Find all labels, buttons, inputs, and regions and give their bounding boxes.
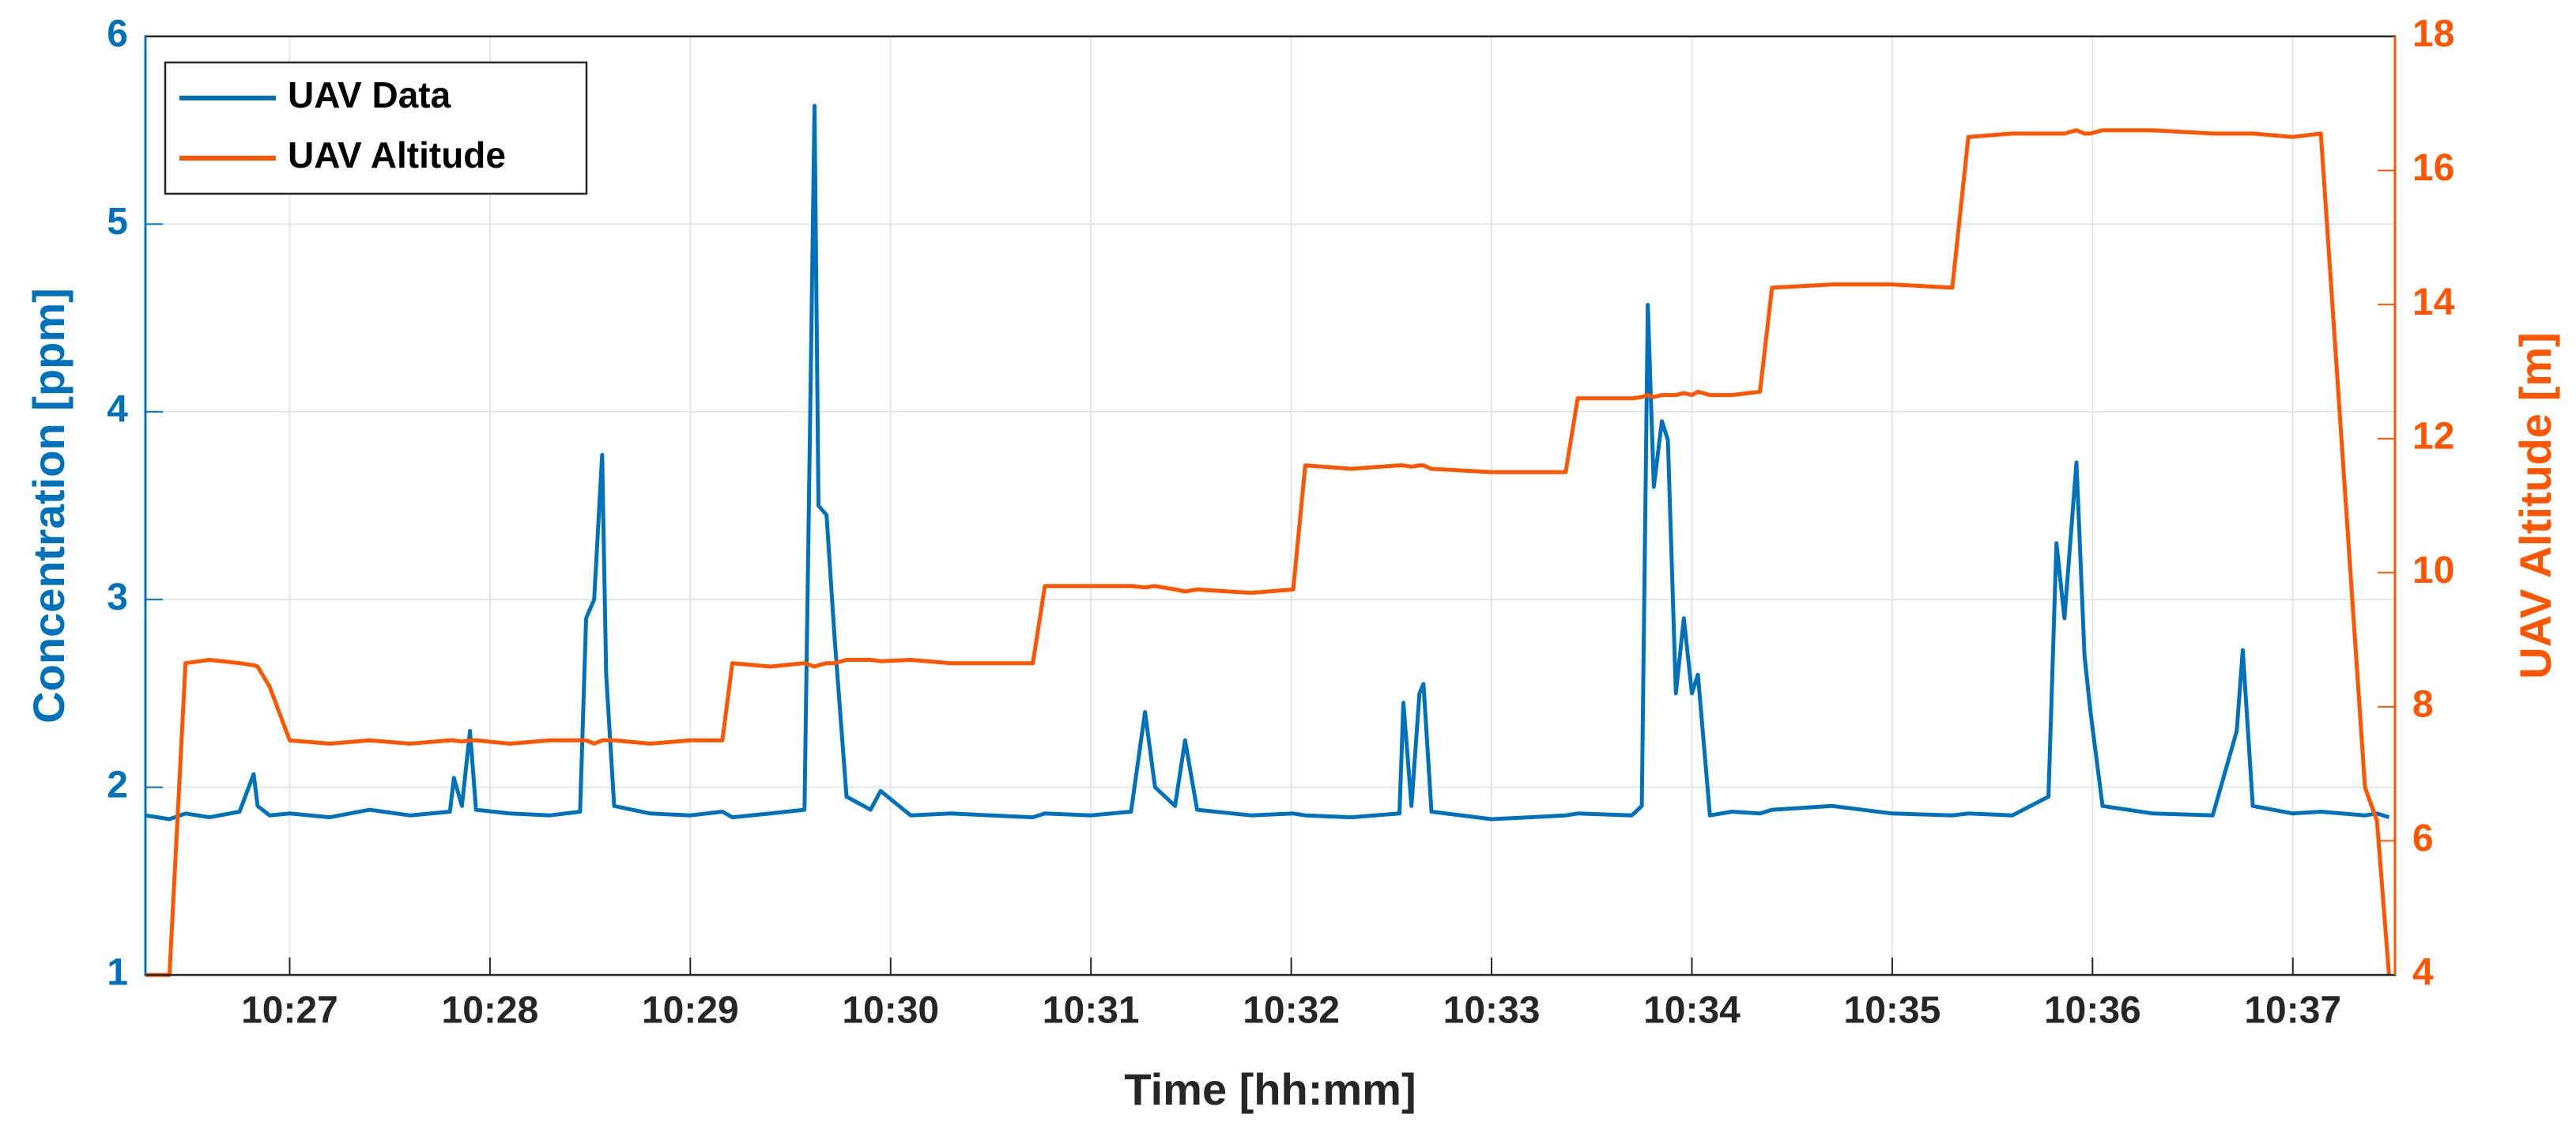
y2-tick-label: 8 — [2412, 684, 2434, 726]
data-line — [145, 128, 2391, 977]
x-tick-label: 10:36 — [2044, 990, 2141, 1032]
y-tick-label: 4 — [107, 388, 128, 430]
y2-tick-label: 14 — [2412, 281, 2455, 323]
y-tick-label: 6 — [107, 13, 128, 55]
y-tick-label: 5 — [107, 201, 128, 243]
x-axis-label: Time [hh:mm] — [1124, 1064, 1416, 1114]
y2-tick-label: 4 — [2412, 952, 2434, 994]
data-line — [145, 104, 2390, 822]
y2-tick-label: 12 — [2412, 415, 2454, 457]
x-tick-label: 10:34 — [1643, 990, 1741, 1032]
x-tick-label: 10:31 — [1043, 990, 1140, 1032]
y-tick-label: 3 — [107, 576, 128, 618]
y-tick-label: 2 — [107, 764, 128, 806]
x-tick-label: 10:35 — [1844, 990, 1941, 1032]
legend-label: UAV Data — [288, 74, 451, 115]
y2-tick-label: 10 — [2412, 550, 2454, 591]
y2-axis-label: UAV Altitude [m] — [2510, 332, 2560, 679]
x-tick-label: 10:37 — [2244, 990, 2341, 1032]
y2-tick-label: 16 — [2412, 147, 2454, 189]
x-tick-label: 10:27 — [241, 990, 338, 1032]
legend-box — [164, 61, 588, 195]
x-tick-label: 10:32 — [1243, 990, 1340, 1032]
x-tick-label: 10:29 — [642, 990, 739, 1032]
y-axis-label: Concentration [ppm] — [24, 288, 74, 724]
x-tick-label: 10:33 — [1443, 990, 1541, 1032]
legend-label: UAV Altitude — [288, 134, 506, 176]
x-tick-label: 10:28 — [442, 990, 539, 1032]
y-tick-label: 1 — [107, 952, 128, 994]
y2-tick-label: 18 — [2412, 13, 2454, 55]
x-tick-label: 10:30 — [842, 990, 939, 1032]
y2-tick-label: 6 — [2412, 818, 2434, 860]
legend: UAV Data UAV Altitude — [164, 61, 588, 195]
